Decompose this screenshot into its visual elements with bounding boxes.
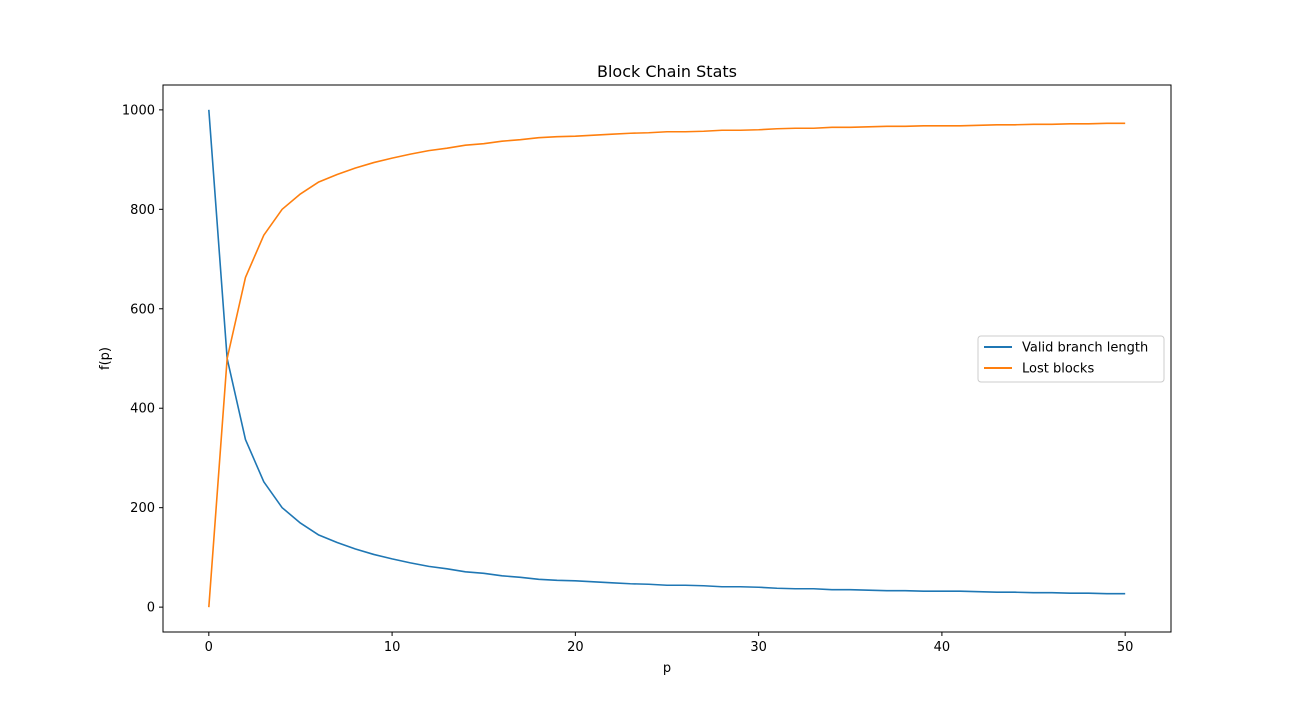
series-layer (208, 109, 1126, 608)
y-tick-label: 1000 (122, 103, 155, 118)
chart-title: Block Chain Stats (597, 62, 737, 81)
x-tick-label: 20 (567, 640, 584, 655)
series-line-valid-branch-length (208, 109, 1126, 595)
x-tick-label: 10 (384, 640, 401, 655)
legend-label-lost-blocks: Lost blocks (1022, 362, 1094, 377)
x-tick-label: 30 (750, 640, 767, 655)
legend-label-valid-branch-length: Valid branch length (1022, 341, 1148, 356)
x-tick-label: 50 (1117, 640, 1134, 655)
y-tick-label: 400 (130, 402, 155, 417)
x-axis: 0 10 20 30 40 50 (205, 632, 1134, 655)
y-tick-label: 800 (130, 203, 155, 218)
x-axis-label: p (663, 661, 671, 676)
x-tick-label: 0 (205, 640, 213, 655)
y-axis-label: f(p) (98, 347, 113, 370)
y-tick-label: 200 (130, 501, 155, 516)
legend: Valid branch length Lost blocks (977, 335, 1165, 383)
legend-box (977, 335, 1165, 383)
y-axis: 0 200 400 600 800 1000 (122, 103, 163, 616)
x-tick-label: 40 (934, 640, 951, 655)
series-line-lost-blocks (208, 122, 1126, 608)
plot-frame (162, 84, 1172, 633)
y-tick-label: 600 (130, 302, 155, 317)
y-tick-label: 0 (147, 601, 155, 616)
